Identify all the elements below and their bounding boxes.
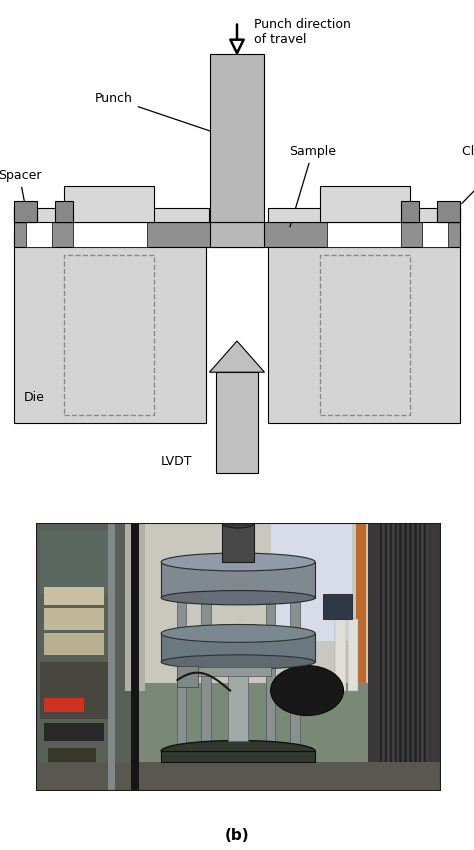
Ellipse shape (161, 625, 315, 643)
FancyBboxPatch shape (401, 201, 419, 223)
FancyBboxPatch shape (210, 54, 264, 223)
FancyBboxPatch shape (392, 523, 394, 790)
FancyBboxPatch shape (125, 523, 145, 690)
FancyBboxPatch shape (210, 223, 264, 247)
FancyBboxPatch shape (414, 523, 417, 790)
FancyBboxPatch shape (40, 530, 112, 594)
Ellipse shape (222, 518, 255, 528)
FancyBboxPatch shape (327, 223, 401, 247)
FancyBboxPatch shape (44, 587, 104, 605)
FancyBboxPatch shape (268, 208, 460, 223)
FancyBboxPatch shape (161, 633, 315, 662)
FancyBboxPatch shape (44, 633, 104, 654)
FancyBboxPatch shape (40, 662, 112, 719)
FancyBboxPatch shape (222, 523, 255, 562)
FancyBboxPatch shape (109, 523, 115, 790)
Ellipse shape (161, 740, 315, 762)
FancyBboxPatch shape (409, 523, 412, 790)
FancyBboxPatch shape (268, 235, 460, 422)
Text: (a): (a) (225, 458, 249, 473)
Ellipse shape (161, 654, 315, 669)
FancyBboxPatch shape (419, 523, 422, 790)
FancyBboxPatch shape (437, 208, 460, 223)
FancyBboxPatch shape (387, 523, 389, 790)
FancyBboxPatch shape (266, 576, 275, 762)
Ellipse shape (161, 553, 315, 571)
FancyBboxPatch shape (36, 523, 137, 790)
FancyBboxPatch shape (228, 662, 248, 740)
FancyBboxPatch shape (26, 223, 52, 247)
FancyBboxPatch shape (125, 523, 368, 683)
FancyBboxPatch shape (404, 523, 407, 790)
FancyBboxPatch shape (421, 523, 423, 790)
Text: Clamping plates: Clamping plates (462, 144, 474, 203)
FancyBboxPatch shape (14, 201, 37, 223)
FancyBboxPatch shape (437, 201, 460, 223)
FancyBboxPatch shape (271, 523, 352, 641)
FancyBboxPatch shape (407, 523, 409, 790)
FancyBboxPatch shape (347, 619, 358, 690)
Ellipse shape (161, 591, 315, 605)
FancyBboxPatch shape (190, 667, 271, 677)
FancyBboxPatch shape (48, 748, 96, 762)
Text: Punch direction
of travel: Punch direction of travel (254, 18, 350, 46)
FancyBboxPatch shape (14, 235, 206, 422)
FancyBboxPatch shape (216, 372, 258, 473)
Text: (b): (b) (225, 828, 249, 842)
FancyBboxPatch shape (380, 523, 383, 790)
FancyBboxPatch shape (336, 619, 346, 690)
FancyBboxPatch shape (422, 223, 448, 247)
Polygon shape (210, 341, 264, 372)
FancyBboxPatch shape (44, 722, 104, 740)
FancyBboxPatch shape (356, 523, 366, 683)
FancyBboxPatch shape (73, 223, 147, 247)
FancyBboxPatch shape (290, 576, 300, 762)
FancyBboxPatch shape (426, 523, 428, 790)
FancyBboxPatch shape (161, 751, 315, 762)
FancyBboxPatch shape (400, 523, 402, 790)
FancyBboxPatch shape (411, 523, 414, 790)
FancyBboxPatch shape (14, 223, 460, 247)
Text: LVDT: LVDT (161, 455, 192, 468)
FancyBboxPatch shape (323, 594, 352, 619)
Text: Punch: Punch (95, 92, 218, 133)
FancyBboxPatch shape (417, 523, 419, 790)
FancyBboxPatch shape (44, 609, 104, 630)
FancyBboxPatch shape (424, 523, 427, 790)
FancyBboxPatch shape (368, 523, 441, 790)
Ellipse shape (271, 666, 344, 716)
FancyBboxPatch shape (383, 523, 384, 790)
Text: Sample: Sample (289, 144, 336, 227)
FancyBboxPatch shape (402, 523, 404, 790)
FancyBboxPatch shape (201, 576, 210, 762)
FancyBboxPatch shape (395, 523, 398, 790)
Text: Spacer: Spacer (0, 169, 41, 207)
FancyBboxPatch shape (44, 698, 84, 712)
FancyBboxPatch shape (385, 523, 388, 790)
FancyBboxPatch shape (55, 201, 73, 223)
FancyBboxPatch shape (177, 666, 198, 687)
Text: Die: Die (24, 391, 45, 404)
FancyBboxPatch shape (161, 562, 315, 598)
FancyBboxPatch shape (177, 576, 186, 762)
FancyBboxPatch shape (36, 762, 441, 790)
FancyBboxPatch shape (390, 523, 392, 790)
FancyBboxPatch shape (131, 523, 139, 790)
FancyBboxPatch shape (14, 208, 209, 223)
FancyBboxPatch shape (397, 523, 399, 790)
FancyBboxPatch shape (14, 208, 37, 223)
FancyBboxPatch shape (320, 186, 410, 223)
FancyBboxPatch shape (36, 523, 441, 790)
FancyBboxPatch shape (64, 186, 154, 223)
